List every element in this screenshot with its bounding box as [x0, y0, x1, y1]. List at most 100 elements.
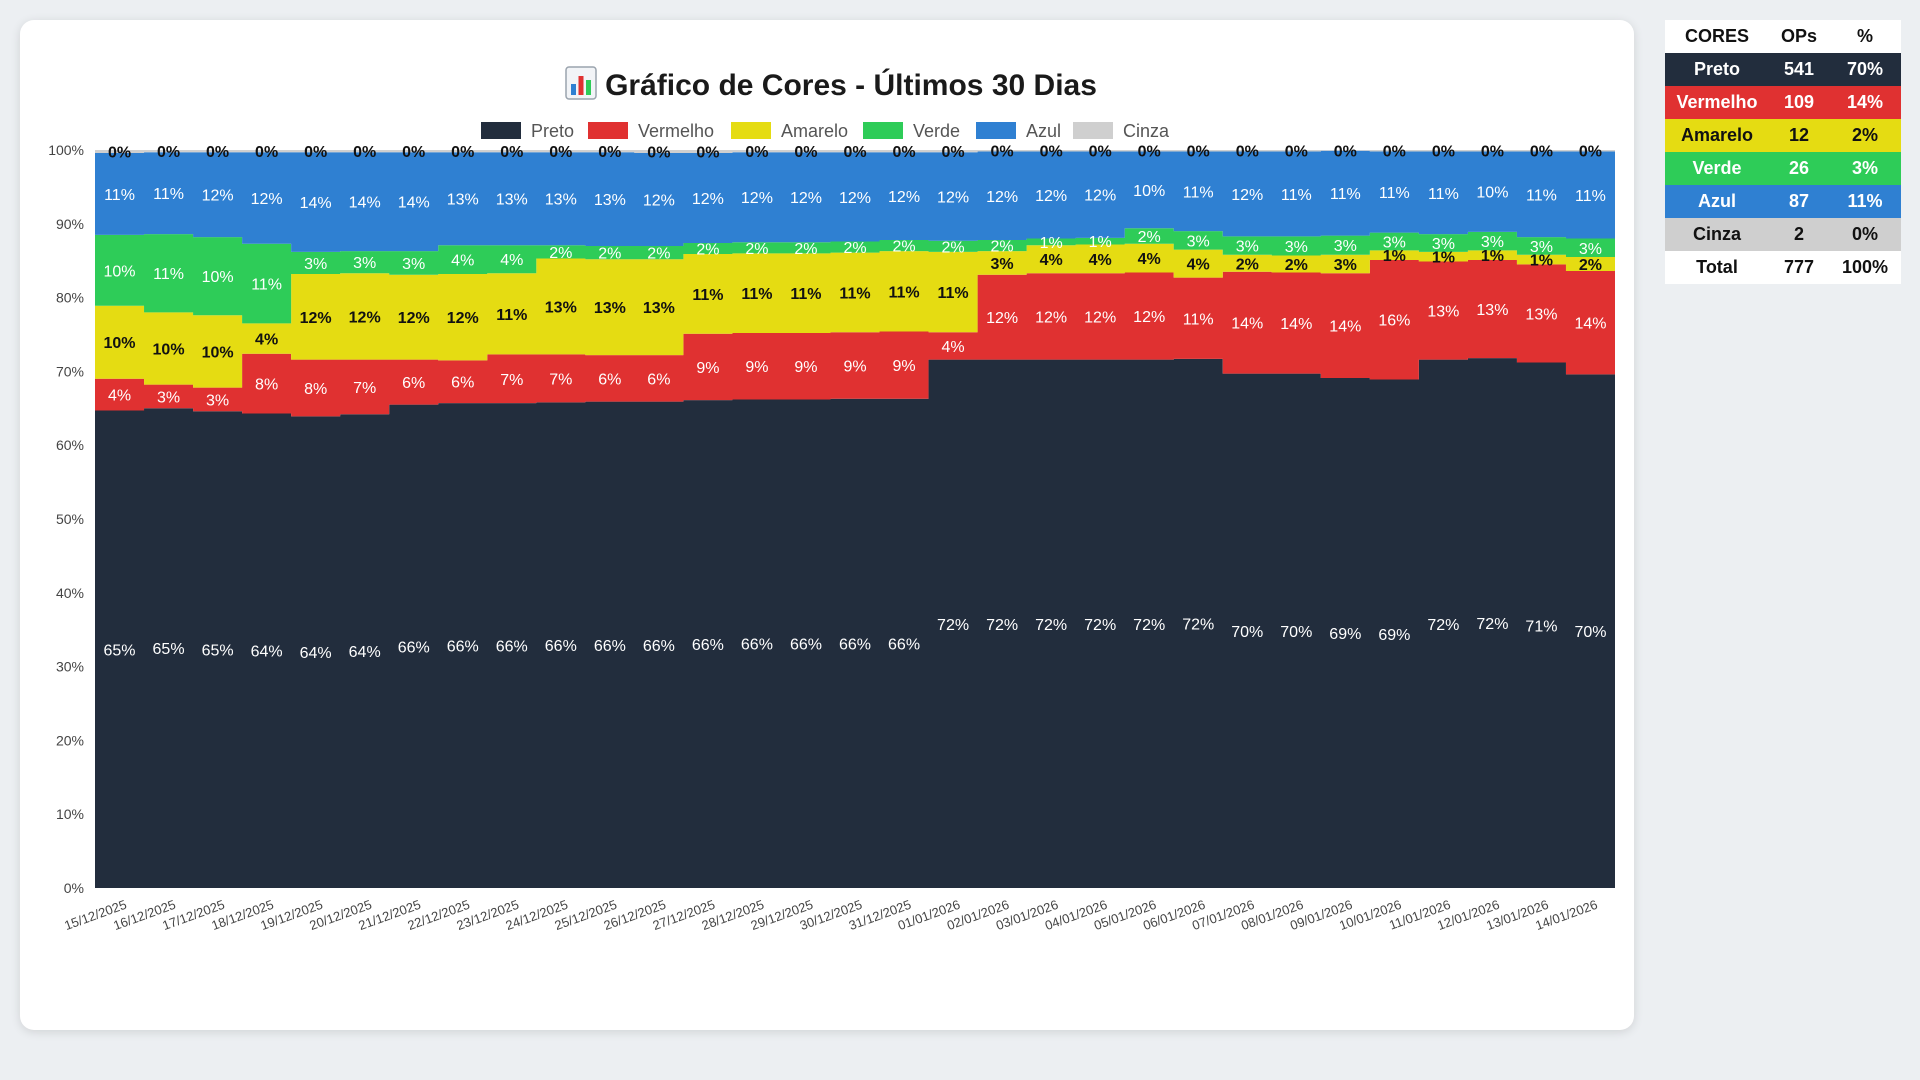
y-tick-label: 10% [56, 806, 84, 822]
data-label-vermelho: 9% [843, 358, 866, 375]
summary-cell-color: Azul [1698, 191, 1736, 211]
summary-cell-color: Preto [1693, 59, 1740, 79]
data-label-cinza: 0% [549, 144, 572, 161]
data-label-verde: 2% [892, 239, 915, 256]
data-label-preto: 66% [839, 636, 871, 653]
data-label-verde: 2% [647, 246, 670, 263]
summary-row-amarelo: Amarelo 12 2% [1665, 119, 1901, 152]
data-label-vermelho: 12% [1084, 309, 1116, 326]
data-label-amarelo: 11% [692, 287, 723, 304]
data-label-azul: 12% [888, 189, 920, 206]
summary-cell-ops: 109 [1783, 92, 1815, 112]
data-label-cinza: 0% [451, 144, 474, 161]
data-label-azul: 12% [692, 191, 724, 208]
data-label-amarelo: 11% [790, 286, 821, 303]
data-label-vermelho: 13% [1525, 306, 1557, 323]
data-label-preto: 72% [1182, 616, 1214, 633]
summary-row-azul: Azul 87 11% [1665, 185, 1901, 218]
data-label-vermelho: 12% [1035, 309, 1067, 326]
data-label-verde: 3% [1579, 241, 1602, 258]
data-label-cinza: 0% [157, 144, 180, 161]
y-tick-label: 60% [56, 437, 84, 453]
data-label-preto: 72% [1427, 617, 1459, 634]
summary-cell-pct: 14% [1846, 92, 1884, 112]
data-label-amarelo: 11% [937, 285, 968, 302]
data-label-preto: 66% [741, 637, 773, 654]
data-label-azul: 12% [937, 189, 969, 206]
header-pct: % [1829, 20, 1901, 53]
data-label-preto: 72% [1476, 616, 1508, 633]
data-label-verde: 3% [1187, 233, 1210, 250]
y-axis: 0% 10% 20% 30% 40% 50% 60% 70% 80% 90% 100% [48, 142, 84, 896]
data-label-preto: 72% [1084, 617, 1116, 634]
data-label-amarelo: 13% [594, 300, 626, 317]
data-label-preto: 65% [104, 642, 136, 659]
plot-area: 65% 65% 65% 64% 64% 64% 66% 66% 66% 66% 66% 66% 66% 6… [95, 143, 1615, 889]
data-label-cinza: 0% [696, 144, 719, 161]
data-label-cinza: 0% [1334, 143, 1357, 160]
data-label-verde: 2% [991, 239, 1014, 256]
data-label-verde: 2% [1138, 229, 1161, 246]
summary-cell-color: Vermelho [1676, 92, 1758, 112]
data-label-amarelo: 13% [643, 300, 675, 317]
summary-row-total: Total 777 100% [1665, 251, 1901, 284]
data-label-preto: 70% [1280, 624, 1312, 641]
data-label-preto: 69% [1378, 627, 1410, 644]
data-label-amarelo: 3% [991, 256, 1014, 273]
data-label-verde: 2% [843, 240, 866, 257]
data-label-vermelho: 12% [1133, 309, 1165, 326]
data-label-preto: 65% [153, 641, 185, 658]
data-label-preto: 66% [594, 638, 626, 655]
data-label-verde: 3% [1530, 239, 1553, 256]
data-label-azul: 11% [1281, 187, 1312, 204]
data-label-verde: 3% [1236, 239, 1259, 256]
data-label-vermelho: 14% [1574, 316, 1606, 333]
data-label-cinza: 0% [942, 144, 965, 161]
data-label-preto: 72% [986, 617, 1018, 634]
header-cores: CORES [1665, 20, 1769, 53]
data-label-amarelo: 2% [1579, 257, 1602, 274]
data-label-cinza: 0% [991, 144, 1014, 161]
data-label-azul: 14% [349, 195, 381, 212]
data-label-verde: 2% [745, 241, 768, 258]
y-tick-label: 30% [56, 659, 84, 675]
data-label-vermelho: 9% [892, 358, 915, 375]
summary-cell-pct: 3% [1851, 158, 1878, 178]
legend-swatch-preto [481, 122, 521, 139]
data-label-cinza: 0% [1285, 144, 1308, 161]
summary-cell-ops: 87 [1788, 191, 1810, 211]
summary-row-vermelho: Vermelho 109 14% [1665, 86, 1901, 119]
summary-cell-ops: 26 [1788, 158, 1810, 178]
data-label-cinza: 0% [1383, 144, 1406, 161]
data-label-vermelho: 7% [500, 372, 523, 389]
data-label-amarelo: 12% [447, 310, 479, 327]
y-tick-label: 20% [56, 732, 84, 748]
data-label-cinza: 0% [255, 144, 278, 161]
data-label-verde: 3% [1481, 234, 1504, 251]
data-label-verde: 2% [598, 246, 621, 263]
data-label-vermelho: 14% [1329, 319, 1361, 336]
data-label-azul: 12% [202, 188, 234, 205]
legend: Preto Vermelho Amarelo Verde Azul Cinza [481, 121, 1170, 141]
legend-label-azul: Azul [1026, 121, 1061, 141]
data-label-vermelho: 6% [647, 371, 670, 388]
chart-title-wrap: Gráfico de Cores - Últimos 30 Dias [0, 66, 1662, 103]
summary-cell-pct: 0% [1851, 224, 1878, 244]
data-label-azul: 12% [1035, 188, 1067, 205]
data-label-vermelho: 9% [794, 359, 817, 376]
data-label-azul: 11% [1526, 187, 1557, 204]
summary-body: Preto 541 70% Vermelho 109 14% Amarelo 12 2% Verd… [1665, 53, 1901, 284]
data-label-vermelho: 3% [157, 389, 180, 406]
data-label-cinza: 0% [1040, 144, 1063, 161]
area-series-verde [95, 228, 1615, 324]
legend-label-cinza: Cinza [1123, 121, 1170, 141]
summary-cell-color: Cinza [1692, 224, 1741, 244]
data-label-amarelo: 10% [202, 344, 234, 361]
data-label-azul: 13% [545, 192, 577, 209]
y-tick-label: 100% [48, 142, 84, 158]
data-label-azul: 10% [1133, 183, 1165, 200]
data-label-preto: 66% [398, 639, 430, 656]
data-label-azul: 12% [986, 189, 1018, 206]
data-label-cinza: 0% [1138, 144, 1161, 161]
stacked-area-chart: 65% 65% 65% 64% 64% 64% 66% 66% 66% 66% 66% 66% 66% 6… [48, 121, 1615, 933]
